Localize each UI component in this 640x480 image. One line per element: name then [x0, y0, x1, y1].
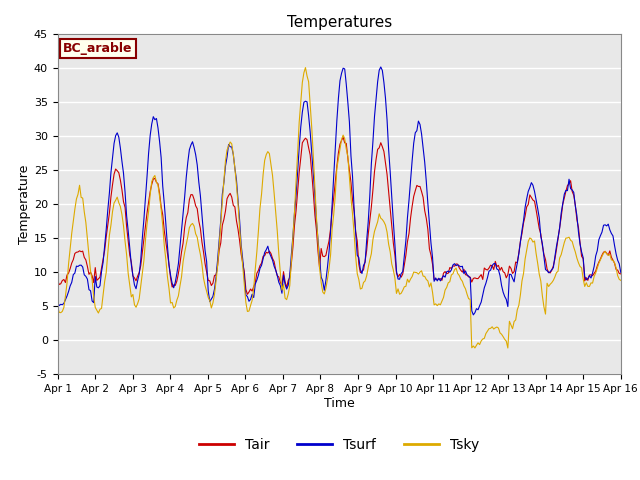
Tsky	[250, 286, 257, 291]
Tair	[123, 224, 131, 229]
Tair	[301, 135, 309, 141]
Tair	[617, 271, 625, 277]
Tsky	[54, 303, 61, 309]
Tsurf	[250, 295, 257, 300]
Tair	[54, 277, 61, 283]
Tsky	[617, 277, 625, 283]
Tsurf	[241, 274, 248, 279]
Tsky	[221, 158, 229, 164]
Legend: Tair, Tsurf, Tsky: Tair, Tsurf, Tsky	[194, 432, 484, 457]
Tsurf	[377, 64, 385, 70]
Tsky	[301, 65, 309, 71]
Tsurf	[617, 270, 625, 276]
Tsky	[241, 280, 248, 286]
Tsurf	[221, 163, 229, 169]
Tsky	[589, 280, 596, 286]
Tsky	[504, 345, 512, 351]
Tsurf	[54, 300, 61, 305]
Tsurf	[123, 213, 131, 219]
Tsky	[123, 252, 131, 258]
Tair	[221, 208, 229, 214]
Tair	[339, 134, 347, 140]
Tsky	[300, 70, 308, 76]
Line: Tsurf: Tsurf	[58, 67, 621, 315]
Title: Temperatures: Temperatures	[287, 15, 392, 30]
X-axis label: Time: Time	[324, 397, 355, 410]
Tsurf	[300, 99, 308, 105]
Text: BC_arable: BC_arable	[63, 42, 132, 55]
Tair	[244, 291, 252, 297]
Line: Tsky: Tsky	[58, 68, 621, 348]
Line: Tair: Tair	[58, 137, 621, 294]
Tair	[589, 273, 596, 278]
Y-axis label: Temperature: Temperature	[18, 164, 31, 244]
Tsurf	[470, 312, 477, 318]
Tsurf	[589, 270, 596, 276]
Tair	[252, 280, 259, 286]
Tair	[241, 269, 248, 275]
